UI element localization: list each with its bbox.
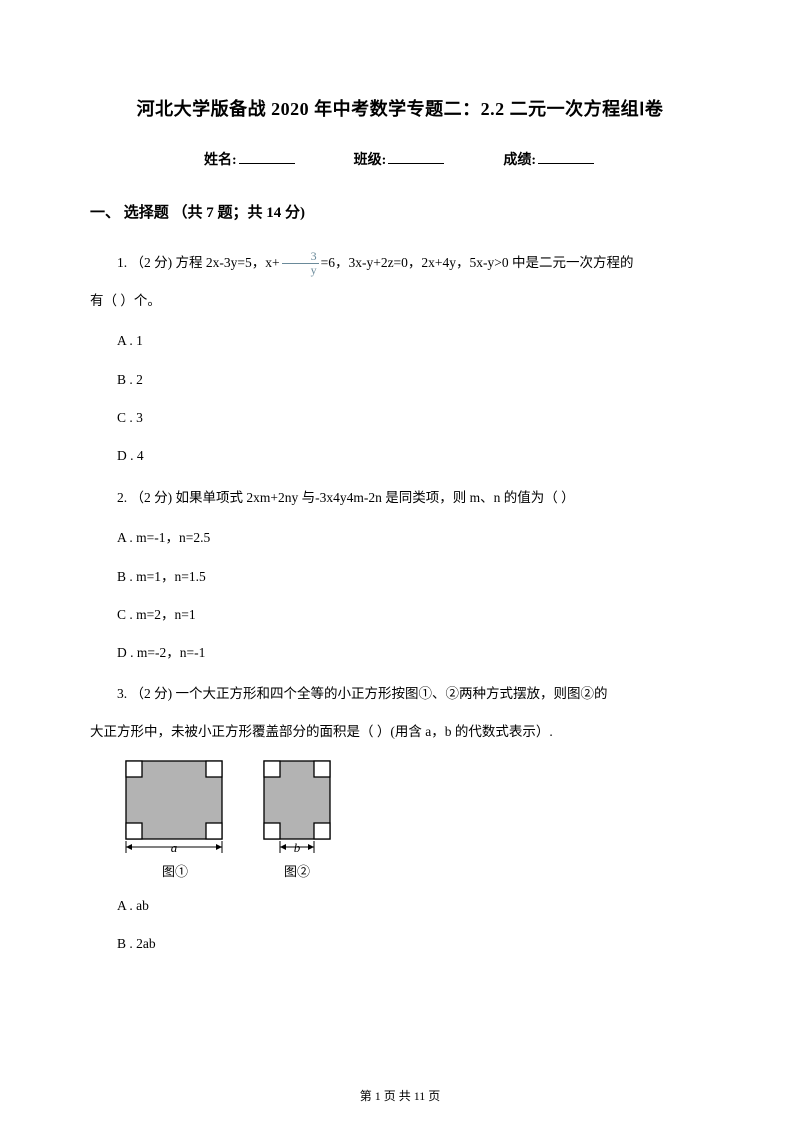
page-title: 河北大学版备战 2020 年中考数学专题二：2.2 二元一次方程组Ⅰ卷 bbox=[90, 95, 710, 121]
q1-option-a: A . 1 bbox=[90, 329, 710, 353]
q2-option-d: D . m=-2，n=-1 bbox=[90, 641, 710, 665]
q1-text-after: =6，3x-y+2z=0，2x+4y，5x-y>0 中是二元一次方程的 bbox=[321, 255, 634, 270]
q3-option-a: A . ab bbox=[90, 894, 710, 918]
question-2: 2. （2 分) 如果单项式 2xm+2ny 与-3x4y4m-2n 是同类项，… bbox=[90, 483, 710, 513]
section-header: 一、 选择题 （共 7 题；共 14 分) bbox=[90, 201, 710, 222]
q2-option-a: A . m=-1，n=2.5 bbox=[90, 526, 710, 550]
question-1-line2: 有（ ）个。 bbox=[90, 286, 710, 316]
figure-2: b 图② bbox=[258, 759, 336, 880]
figure-2-svg: b bbox=[258, 759, 336, 859]
class-blank bbox=[388, 163, 444, 164]
score-label: 成绩: bbox=[503, 153, 536, 168]
name-blank bbox=[239, 163, 295, 164]
figure-1-label: 图① bbox=[162, 861, 188, 880]
q1-text-before: 1. （2 分) 方程 2x-3y=5，x+ bbox=[117, 255, 280, 270]
figure-1: a 图① bbox=[118, 759, 232, 880]
frac-den: y bbox=[282, 264, 319, 277]
question-3-line1: 3. （2 分) 一个大正方形和四个全等的小正方形按图①、②两种方式摆放，则图②… bbox=[90, 679, 710, 709]
question-3-line2: 大正方形中，未被小正方形覆盖部分的面积是（ ）(用含 a，b 的代数式表示）. bbox=[90, 717, 710, 747]
score-blank bbox=[538, 163, 594, 164]
q2-option-b: B . m=1，n=1.5 bbox=[90, 565, 710, 589]
q1-option-d: D . 4 bbox=[90, 444, 710, 468]
frac-num: 3 bbox=[282, 250, 319, 264]
question-1: 1. （2 分) 方程 2x-3y=5，x+3y=6，3x-y+2z=0，2x+… bbox=[90, 248, 710, 278]
svg-text:b: b bbox=[294, 840, 301, 855]
page-footer: 第 1 页 共 11 页 bbox=[0, 1087, 800, 1104]
q1-option-b: B . 2 bbox=[90, 368, 710, 392]
class-label: 班级: bbox=[354, 153, 387, 168]
info-line: 姓名: 班级: 成绩: bbox=[90, 149, 710, 169]
svg-text:a: a bbox=[171, 840, 178, 855]
fraction-icon: 3y bbox=[282, 250, 319, 277]
name-label: 姓名: bbox=[204, 153, 237, 168]
q1-option-c: C . 3 bbox=[90, 406, 710, 430]
q3-option-b: B . 2ab bbox=[90, 932, 710, 956]
figure-2-label: 图② bbox=[284, 861, 310, 880]
figure-1-svg: a bbox=[118, 759, 232, 859]
figures: a 图① b 图② bbox=[118, 759, 710, 880]
q2-option-c: C . m=2，n=1 bbox=[90, 603, 710, 627]
